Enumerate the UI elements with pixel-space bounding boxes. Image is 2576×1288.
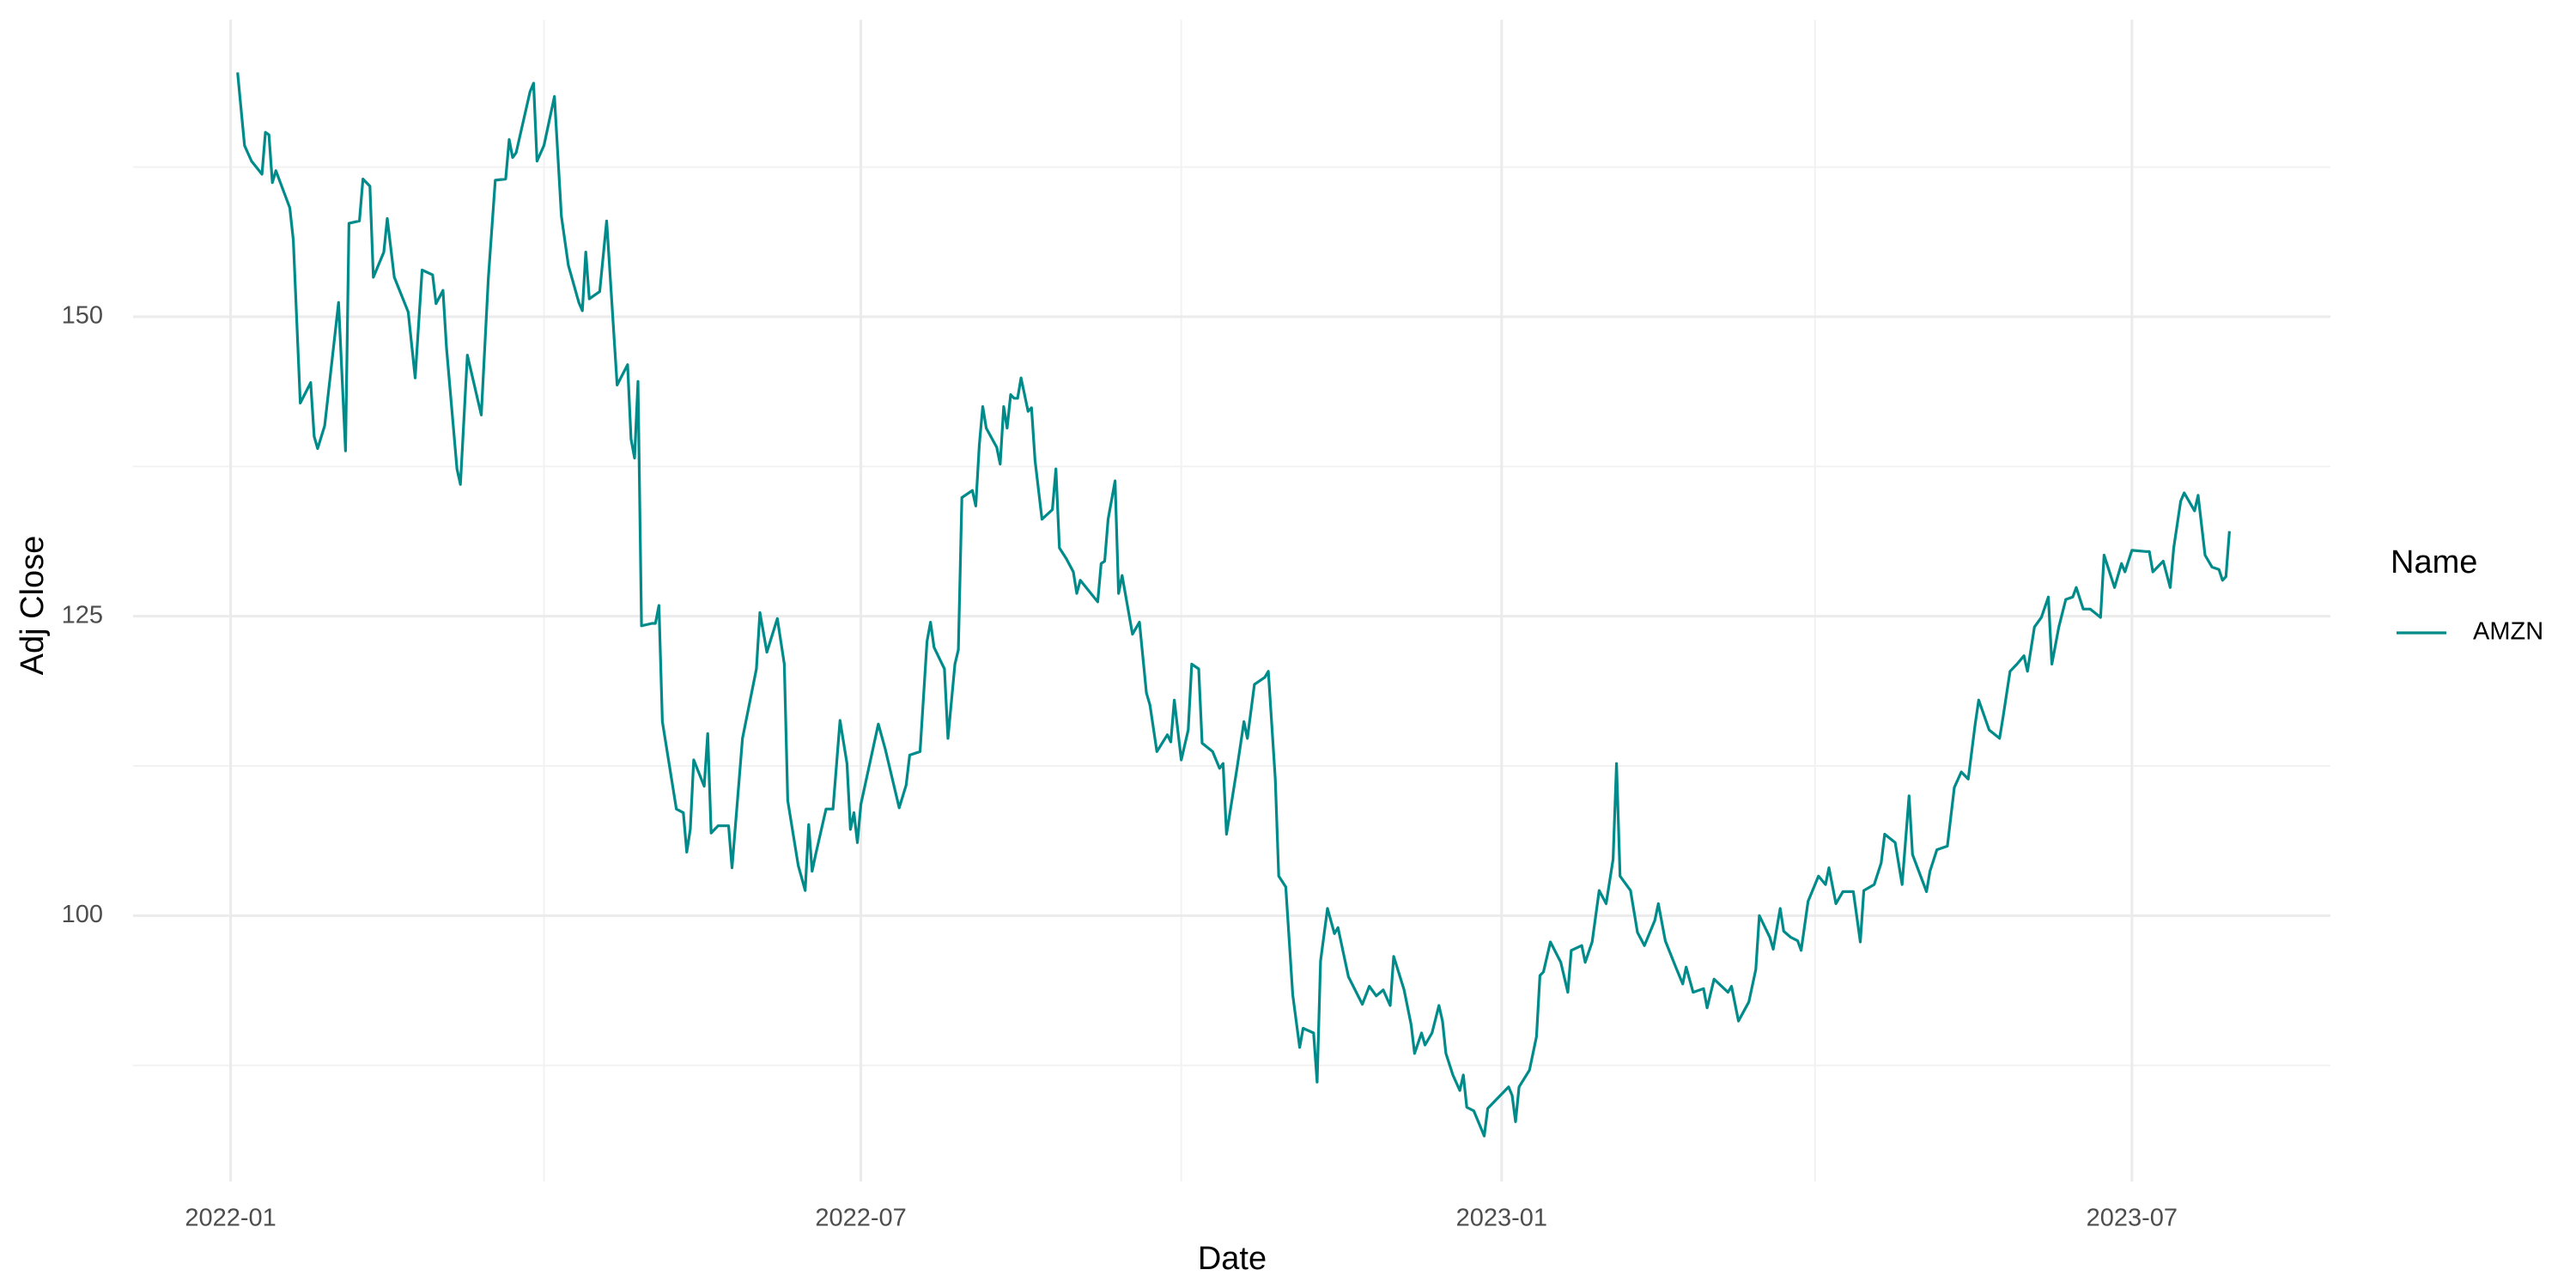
- x-tick-label: 2022-07: [815, 1205, 906, 1232]
- series-line: [236, 72, 2231, 1138]
- x-tick-label: 2023-07: [2087, 1205, 2178, 1232]
- y-tick-label: 100: [62, 901, 103, 928]
- x-axis-title: Date: [1198, 1241, 1267, 1277]
- x-tick-label: 2023-01: [1456, 1205, 1547, 1232]
- y-tick-label: 125: [62, 601, 103, 629]
- y-axis-title: Adj Close: [15, 536, 51, 676]
- y-tick-label: 150: [62, 302, 103, 330]
- legend-title: Name: [2391, 544, 2477, 580]
- legend-label: AMZN: [2473, 618, 2543, 646]
- x-tick-label: 2022-01: [185, 1205, 276, 1232]
